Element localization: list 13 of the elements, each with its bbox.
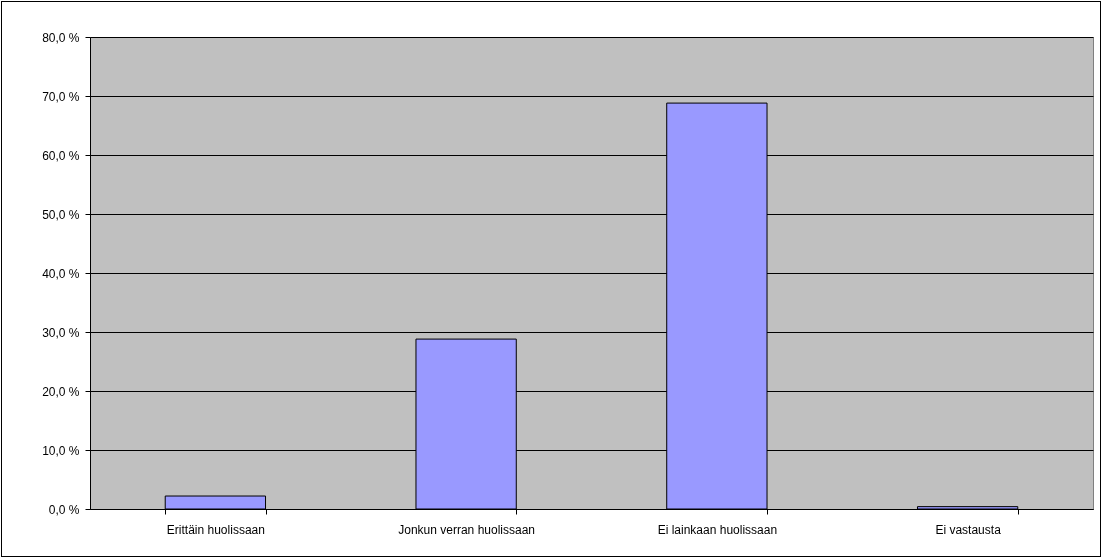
x-tick-label: Ei vastausta [935, 522, 1002, 537]
x-tick-label: Ei lainkaan huolissaan [657, 522, 778, 537]
y-tick-label: 80,0 % [42, 30, 80, 45]
y-tick-label: 0,0 % [48, 502, 80, 517]
y-tick-label: 40,0 % [42, 266, 80, 281]
x-tick-label: Jonkun verran huolissaan [398, 522, 536, 537]
y-tick-label: 50,0 % [42, 207, 80, 222]
y-tick-label: 60,0 % [42, 148, 80, 163]
y-tick-label: 30,0 % [42, 325, 80, 340]
y-tick-label: 70,0 % [42, 89, 80, 104]
y-tick-label: 10,0 % [42, 443, 80, 458]
y-tick-label: 20,0 % [42, 384, 80, 399]
x-tick-label: Erittäin huolissaan [166, 522, 265, 537]
